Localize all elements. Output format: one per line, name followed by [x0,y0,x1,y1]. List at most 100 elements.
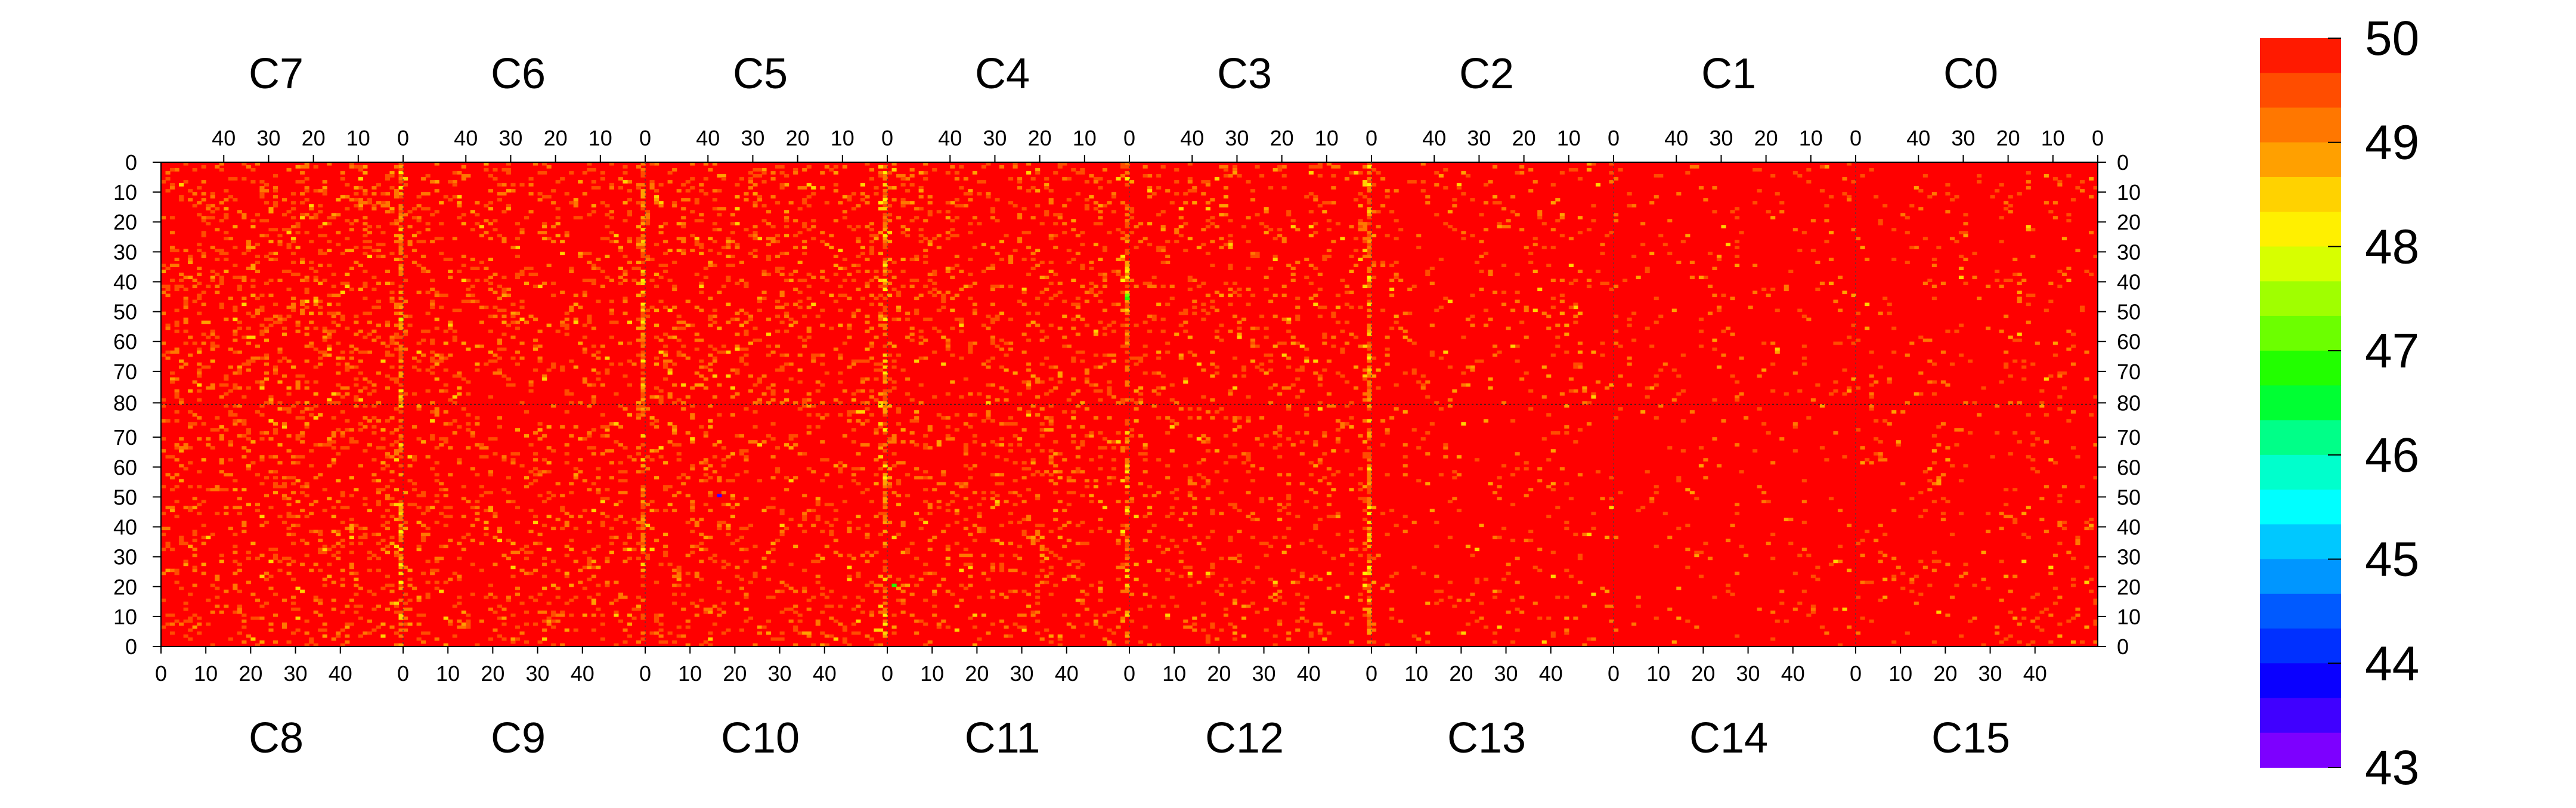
heatmap-cell [950,353,955,357]
heatmap-cell [183,302,188,307]
heatmap-cell [663,270,668,274]
heatmap-cell [237,589,242,593]
heatmap-cell [775,165,781,169]
heatmap-cell [932,350,937,354]
heatmap-cell [887,353,893,357]
heatmap-cell [1550,246,1556,249]
heatmap-cell [170,249,175,252]
heatmap-cell [1586,401,1592,405]
heatmap-cell [1080,243,1085,246]
heatmap-cell [416,341,422,345]
heatmap-cell [528,192,534,196]
heatmap-cell [569,538,574,543]
heatmap-cell [345,640,350,644]
heatmap-cell [883,237,888,240]
heatmap-cell [219,610,224,614]
heatmap-cell [206,365,211,369]
heatmap-cell [999,365,1005,369]
heatmap-cell [869,228,875,231]
heatmap-cell [273,613,278,617]
heatmap-cell [398,556,404,561]
heatmap-cell [1865,258,1870,262]
heatmap-cell [1654,296,1659,301]
heatmap-cell [224,488,229,491]
heatmap-cell [282,422,287,426]
heatmap-cell [421,207,426,210]
heatmap-cell [389,210,395,213]
heatmap-cell [573,527,578,531]
heatmap-cell [578,180,583,184]
heatmap-cell [322,335,327,339]
heatmap-cell [1775,192,1780,196]
heatmap-cell [806,305,812,309]
heatmap-cell [636,521,642,525]
heatmap-cell [1586,228,1592,231]
heatmap-cell [300,308,305,312]
heatmap-cell [936,246,942,249]
heatmap-cell [878,314,884,318]
heatmap-cell [1963,213,1968,216]
heatmap-cell [2088,273,2094,277]
heatmap-cell [1654,383,1659,387]
heatmap-cell [1493,344,1498,348]
heatmap-cell [1358,344,1363,348]
heatmap-cell [995,284,1000,289]
heatmap-cell [587,168,592,172]
heatmap-cell [1264,371,1269,375]
heatmap-cell [1116,273,1121,277]
heatmap-cell [1317,314,1323,318]
heatmap-cell [1483,228,1489,231]
heatmap-cell [1483,323,1489,327]
heatmap-cell [1828,258,1834,262]
heatmap-cell [918,401,924,405]
heatmap-cell [183,320,188,324]
heatmap-cell [645,210,651,213]
heatmap-cell [883,177,888,181]
heatmap-cell [640,252,646,255]
heatmap-cell [394,380,400,384]
heatmap-cell [291,601,296,605]
heatmap-cell [1394,320,1399,324]
heatmap-cell [1035,204,1041,208]
heatmap-cell [878,323,884,327]
heatmap-cell [430,437,435,441]
heatmap-cell [174,580,179,584]
heatmap-cell [349,562,354,566]
heatmap-cell [1344,290,1350,295]
heatmap-cell [519,299,525,304]
heatmap-cell [636,452,642,456]
heatmap-cell [560,610,565,614]
heatmap-cell [416,195,422,199]
heatmap-cell [219,553,224,558]
heatmap-cell [237,350,242,354]
heatmap-cell [1125,240,1130,243]
heatmap-cell [1228,246,1233,249]
heatmap-cell [1555,323,1561,327]
heatmap-cell [264,571,270,575]
heatmap-cell [1174,332,1179,336]
heatmap-cell [596,350,601,354]
heatmap-cell [470,562,475,566]
heatmap-cell [1048,296,1054,301]
heatmap-cell [735,222,740,225]
heatmap-cell [215,258,220,262]
heatmap-cell [636,240,642,243]
heatmap-cell [304,189,309,193]
heatmap-cell [466,619,471,623]
heatmap-cell [1138,392,1144,396]
heatmap-cell [519,183,525,187]
heatmap-cell [564,192,569,196]
heatmap-cell [860,198,866,202]
heatmap-cell [1210,198,1215,202]
heatmap-cell [2026,186,2031,190]
heatmap-cell [757,377,763,381]
heatmap-cell [1402,335,1408,339]
heatmap-cell [385,350,391,354]
heatmap-cell [788,362,794,366]
heatmap-cell [1493,165,1498,169]
heatmap-cell [618,619,624,623]
heatmap-cell [788,273,794,277]
heatmap-cell [1555,344,1561,348]
heatmap-cell [932,326,937,330]
heatmap-cell [291,455,296,459]
